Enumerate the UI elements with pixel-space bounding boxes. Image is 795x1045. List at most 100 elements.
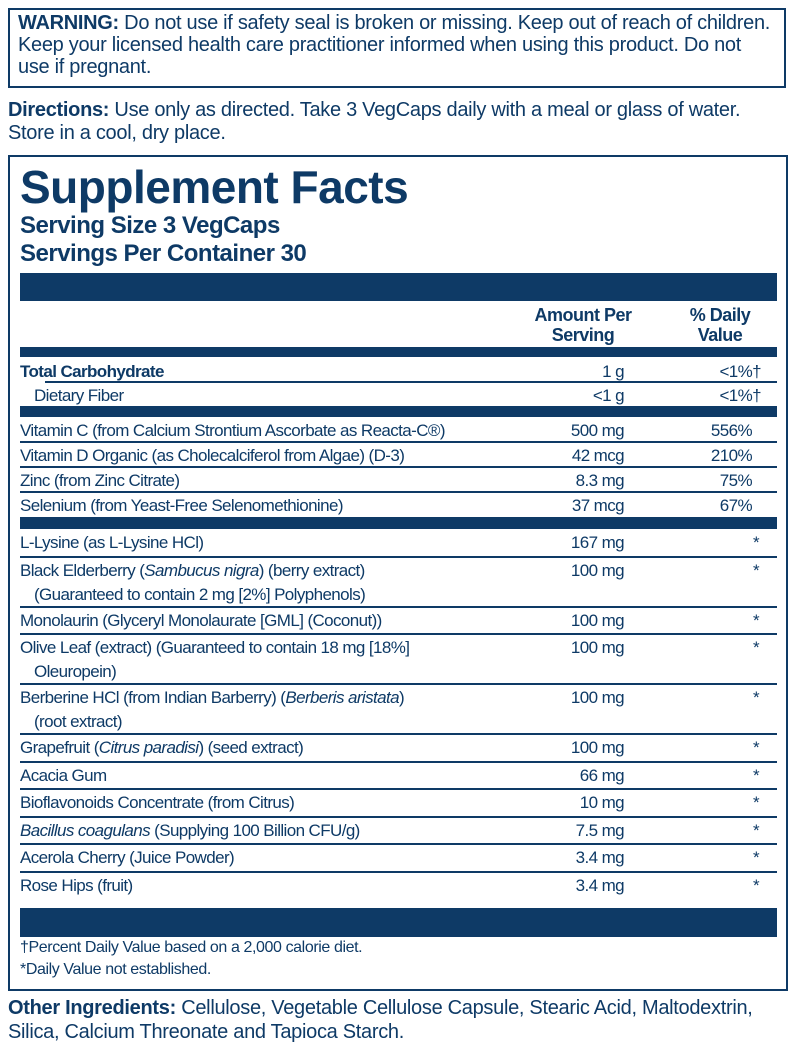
nutrient-row: Bacillus coagulans (Supplying 100 Billio…: [20, 818, 777, 845]
amount-per-serving: 37 mcg: [571, 496, 625, 515]
nutrient-name: Vitamin D Organic (as Cholecalciferol fr…: [20, 444, 405, 468]
daily-value: 210%: [710, 446, 753, 465]
nutrient-row: Black Elderberry (Sambucus nigra) (berry…: [20, 558, 777, 608]
nutrient-name-part: Dietary Fiber: [34, 386, 124, 405]
header-dv-line: % Daily: [689, 305, 751, 325]
amount-per-serving: 8.3 mg: [575, 471, 625, 490]
nutrient-row: Vitamin D Organic (as Cholecalciferol fr…: [20, 443, 777, 468]
nutrient-row: Rose Hips (fruit) 3.4 mg *: [20, 873, 777, 901]
daily-value: *: [752, 848, 760, 867]
daily-value: 556%: [710, 421, 753, 440]
facts-title: Supplement Facts: [20, 161, 409, 213]
nutrient-name-part: Bioflavonoids Concentrate (from Citrus): [20, 793, 295, 812]
nutrient-name: Vitamin C (from Calcium Strontium Ascorb…: [20, 419, 445, 443]
nutrient-name-part: Acacia Gum: [20, 765, 107, 785]
daily-value: *: [752, 765, 760, 785]
daily-value: *: [752, 738, 760, 757]
nutrient-row: Berberine HCl (from Indian Barberry) (Be…: [20, 685, 777, 735]
directions: Directions: Use only as directed. Take 3…: [8, 99, 788, 145]
other-ingredients-text: Cellulose, Vegetable Cellulose Capsule, …: [8, 997, 753, 1043]
nutrient-name-part: Total Carbohydrate: [20, 362, 164, 381]
latin-name: Berberis aristata: [285, 688, 399, 707]
daily-value: 67%: [719, 496, 753, 515]
nutrient-name: Bioflavonoids Concentrate (from Citrus): [20, 791, 295, 815]
amount-per-serving: 100 mg: [570, 738, 625, 757]
daily-value: *: [752, 560, 760, 580]
nutrient-row: Acerola Cherry (Juice Powder) 3.4 mg *: [20, 845, 777, 873]
amount-per-serving: 500 mg: [570, 421, 625, 440]
latin-name: Citrus paradisi: [98, 738, 199, 757]
other-ingredients: Other Ingredients: Cellulose, Vegetable …: [8, 996, 788, 1044]
nutrient-row: L-Lysine (as L-Lysine HCl) 167 mg *: [20, 530, 777, 558]
amount-per-serving: 100 mg: [570, 638, 625, 657]
nutrient-name-line2: (root extract): [34, 712, 123, 731]
nutrient-name: Zinc (from Zinc Citrate): [20, 469, 180, 493]
nutrient-name-line2: (Guaranteed to contain 2 mg [2%] Polyphe…: [34, 584, 366, 604]
amount-per-serving: 66 mg: [579, 765, 625, 785]
supplement-facts-panel: Supplement Facts Serving Size 3 VegCaps …: [8, 155, 788, 991]
amount-per-serving: 100 mg: [570, 560, 625, 580]
header-amount: Amount Per Serving: [528, 305, 638, 345]
daily-value: *: [752, 820, 760, 840]
divider-bar: [20, 908, 777, 937]
nutrient-name: Monolaurin (Glyceryl Monolaurate [GML] (…: [20, 609, 382, 633]
header-amount-line: Serving: [551, 325, 615, 345]
amount-per-serving: 3.4 mg: [575, 875, 625, 895]
daily-value: *: [752, 533, 760, 552]
serving-size: Serving Size 3 VegCaps: [20, 212, 280, 239]
nutrient-name-part: Monolaurin (Glyceryl Monolaurate [GML] (…: [20, 610, 382, 630]
nutrient-name-part: Zinc (from Zinc Citrate): [20, 471, 180, 490]
nutrient-name-part: (Supplying 100 Billion CFU/g): [150, 820, 360, 840]
nutrient-name-part: L-Lysine (as L-Lysine HCl): [20, 533, 204, 552]
warning-label: WARNING:: [18, 12, 119, 34]
nutrient-name-part: ) (berry extract): [258, 560, 366, 580]
nutrient-name: Grapefruit (Citrus paradisi) (seed extra…: [20, 736, 304, 760]
daily-value: <1%†: [719, 362, 761, 381]
nutrient-row: Dietary Fiber <1 g <1%†: [20, 383, 777, 407]
amount-per-serving: 7.5 mg: [575, 820, 625, 840]
header-amount-line: Amount Per: [534, 305, 632, 325]
daily-value: *: [752, 638, 760, 657]
daily-value: *: [752, 875, 760, 895]
nutrient-row: Olive Leaf (extract) (Guaranteed to cont…: [20, 635, 777, 685]
nutrient-name: Olive Leaf (extract) (Guaranteed to cont…: [20, 636, 410, 660]
nutrient-name: Berberine HCl (from Indian Barberry) (Be…: [20, 686, 405, 710]
nutrient-name: L-Lysine (as L-Lysine HCl): [20, 531, 204, 555]
latin-name: Sambucus nigra: [144, 560, 259, 580]
nutrient-name-part: ): [398, 688, 405, 707]
nutrient-row: Selenium (from Yeast-Free Selenomethioni…: [20, 493, 777, 518]
nutrient-name-part: Vitamin D Organic (as Cholecalciferol fr…: [20, 446, 405, 465]
daily-value: *: [752, 688, 760, 707]
nutrient-name-part: Grapefruit (: [20, 738, 99, 757]
daily-value: <1%†: [719, 386, 761, 405]
nutrient-name-part: Black Elderberry (: [20, 560, 145, 580]
nutrient-name: Rose Hips (fruit): [20, 874, 133, 898]
header-dv-line: Value: [697, 325, 743, 345]
daily-value: 75%: [719, 471, 753, 490]
latin-name: Bacillus coagulans: [20, 820, 151, 840]
nutrient-name: Total Carbohydrate: [20, 360, 164, 384]
nutrient-name-line2: Oleuropein): [34, 662, 117, 681]
nutrient-name-part: Rose Hips (fruit): [20, 875, 133, 895]
nutrient-name: Acerola Cherry (Juice Powder): [20, 846, 235, 870]
amount-per-serving: 10 mg: [579, 793, 625, 812]
nutrient-name-part: Olive Leaf (extract) (Guaranteed to cont…: [20, 638, 410, 657]
footnote: *Daily Value not established.: [20, 961, 211, 978]
nutrient-row: Acacia Gum 66 mg *: [20, 763, 777, 790]
nutrient-name-part: Berberine HCl (from Indian Barberry) (: [20, 688, 286, 707]
nutrient-name-part: Selenium (from Yeast-Free Selenomethioni…: [20, 496, 343, 515]
nutrient-row: Bioflavonoids Concentrate (from Citrus) 1…: [20, 790, 777, 818]
divider-bar: [20, 347, 777, 357]
divider-bar: [20, 273, 777, 301]
nutrient-row: Total Carbohydrate 1 g <1%†: [20, 359, 777, 383]
nutrient-name: Acacia Gum: [20, 764, 107, 788]
header-daily-value: % Daily Value: [670, 305, 770, 345]
divider-bar: [20, 406, 777, 417]
divider-bar: [20, 517, 777, 529]
directions-text: Use only as directed. Take 3 VegCaps dai…: [8, 99, 741, 144]
amount-per-serving: 100 mg: [570, 688, 625, 707]
nutrient-name: Selenium (from Yeast-Free Selenomethioni…: [20, 494, 343, 518]
nutrient-name-part: Acerola Cherry (Juice Powder): [20, 848, 235, 867]
nutrient-row: Vitamin C (from Calcium Strontium Ascorb…: [20, 418, 777, 443]
footnote: †Percent Daily Value based on a 2,000 ca…: [20, 939, 363, 956]
